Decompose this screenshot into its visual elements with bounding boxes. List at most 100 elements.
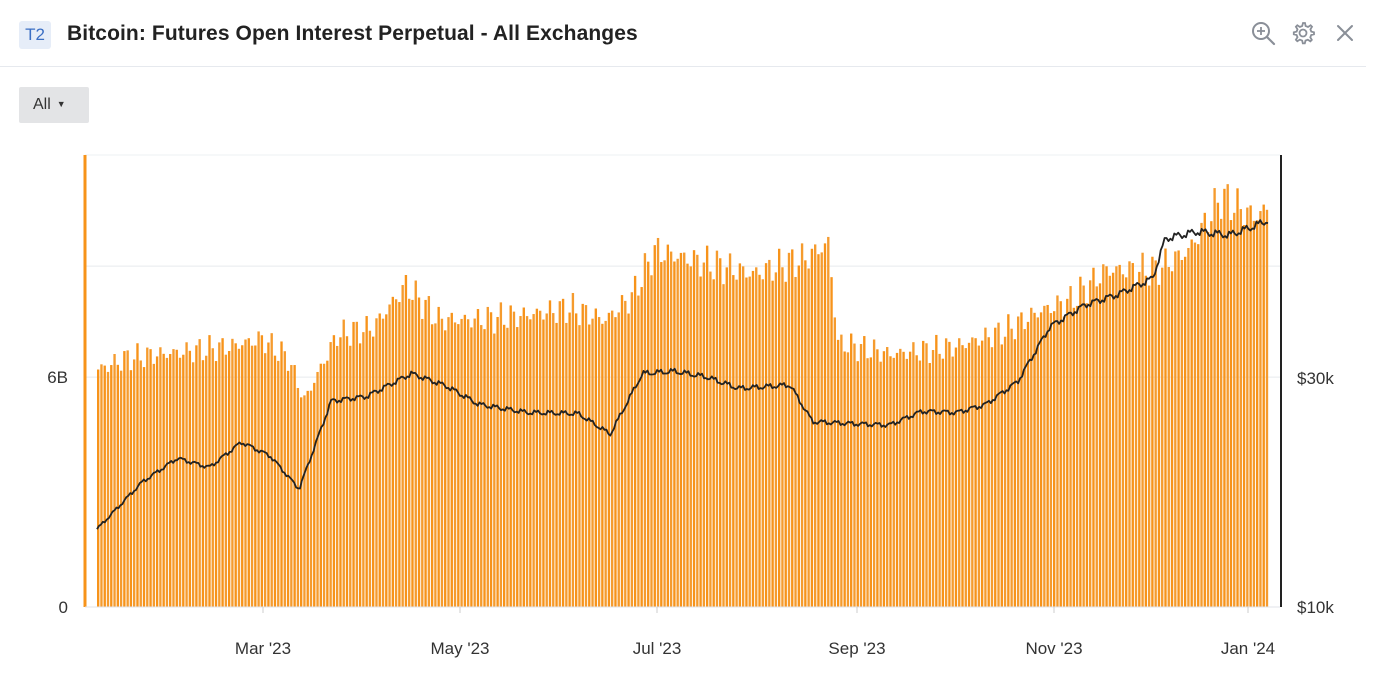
oi-bar (820, 252, 823, 607)
oi-bar (466, 319, 470, 607)
oi-bar (280, 341, 283, 607)
oi-bar (146, 347, 149, 607)
range-dropdown[interactable]: All ▼ (19, 87, 89, 123)
oi-bar (486, 306, 489, 607)
oi-bar (810, 248, 814, 607)
oi-bar (191, 362, 195, 607)
oi-bar (1105, 266, 1108, 607)
oi-bar (303, 395, 306, 607)
x-tick-label: May '23 (431, 639, 490, 658)
oi-bar (895, 352, 899, 607)
close-icon[interactable] (1332, 20, 1358, 46)
oi-bar (476, 309, 480, 607)
oi-bar (1062, 316, 1066, 607)
oi-bar (971, 337, 974, 607)
oi-bar (1226, 184, 1229, 607)
oi-bar (784, 281, 787, 607)
oi-bar (758, 274, 761, 607)
oi-bar (1219, 218, 1223, 608)
open-interest-chart: 0 6B $10k $30k Mar '23 May '23 Jul '23 Sep '23 N… (47, 154, 1334, 658)
oi-bar (908, 351, 912, 607)
oi-bar (1203, 212, 1206, 607)
oi-bar (735, 279, 738, 607)
oi-bar (493, 333, 496, 607)
oi-bar (944, 338, 948, 607)
oi-bar (1216, 202, 1220, 608)
oi-bar (967, 342, 971, 607)
oi-bar (339, 337, 342, 607)
oi-bar (453, 322, 457, 607)
x-tick-label: Jul '23 (633, 639, 682, 658)
zoom-in-icon[interactable] (1250, 20, 1276, 46)
oi-bar (1102, 264, 1105, 607)
oi-bar (846, 352, 850, 607)
oi-bar (552, 313, 555, 607)
oi-bar (666, 244, 670, 608)
oi-bar (722, 284, 725, 607)
chart-header: T2 Bitcoin: Futures Open Interest Perpet… (0, 0, 1366, 67)
oi-bar (1246, 207, 1249, 607)
oi-bar (483, 329, 486, 607)
oi-bar (273, 355, 277, 607)
oi-bar (961, 345, 964, 607)
oi-bar (597, 317, 601, 607)
oi-bar (928, 363, 931, 607)
oi-bar (869, 357, 873, 607)
oi-bar (561, 298, 565, 607)
oi-bar (257, 331, 260, 607)
oi-bar (886, 347, 889, 607)
oi-bar (948, 341, 951, 607)
oi-bar (1033, 312, 1036, 607)
oi-bar (1259, 211, 1262, 608)
oi-bar (748, 276, 751, 607)
oi-bar (542, 319, 545, 607)
oi-bar (951, 356, 954, 607)
oi-bar (575, 313, 578, 607)
oi-bar (624, 300, 627, 607)
oi-bar (270, 333, 273, 607)
oi-bar (915, 355, 918, 607)
oi-bar (643, 253, 647, 607)
oi-bar (997, 322, 1000, 607)
oi-bar (201, 360, 205, 607)
chevron-down-icon: ▼ (56, 99, 66, 109)
oi-bar (673, 261, 676, 607)
oi-bar (404, 275, 408, 607)
oi-bar (699, 276, 702, 607)
oi-bar (1049, 313, 1053, 607)
oi-bar (980, 340, 984, 607)
oi-bar (872, 339, 876, 607)
oi-bar (1020, 312, 1023, 607)
oi-bar (525, 316, 529, 607)
oi-bar (133, 359, 136, 607)
oi-bar (169, 354, 172, 607)
oi-bar (905, 358, 909, 607)
oi-bar (1118, 264, 1121, 607)
oi-bar (385, 314, 388, 607)
oi-bar (1043, 305, 1046, 607)
oi-bar (555, 322, 558, 607)
oi-bar (516, 327, 519, 607)
oi-bar (1138, 271, 1141, 607)
oi-bar (119, 370, 123, 607)
oi-bar (260, 335, 264, 607)
oi-bar (1190, 239, 1193, 607)
oi-bar (922, 340, 925, 607)
oi-bar (938, 353, 941, 607)
oi-bar (794, 276, 797, 607)
oi-bar (676, 258, 679, 607)
oi-bar (1236, 188, 1239, 607)
gear-icon[interactable] (1290, 20, 1316, 46)
left-tick-label: 6B (47, 368, 68, 387)
oi-bar (309, 390, 313, 607)
oi-bar (604, 320, 607, 607)
oi-bar (162, 353, 165, 607)
oi-bar (725, 267, 728, 607)
oi-bar (558, 301, 561, 607)
oi-bar (653, 245, 656, 607)
tier-badge: T2 (19, 21, 51, 49)
oi-bar (836, 339, 840, 607)
oi-bar (1039, 312, 1043, 607)
oi-bar (1141, 252, 1144, 607)
oi-bar (738, 263, 742, 607)
